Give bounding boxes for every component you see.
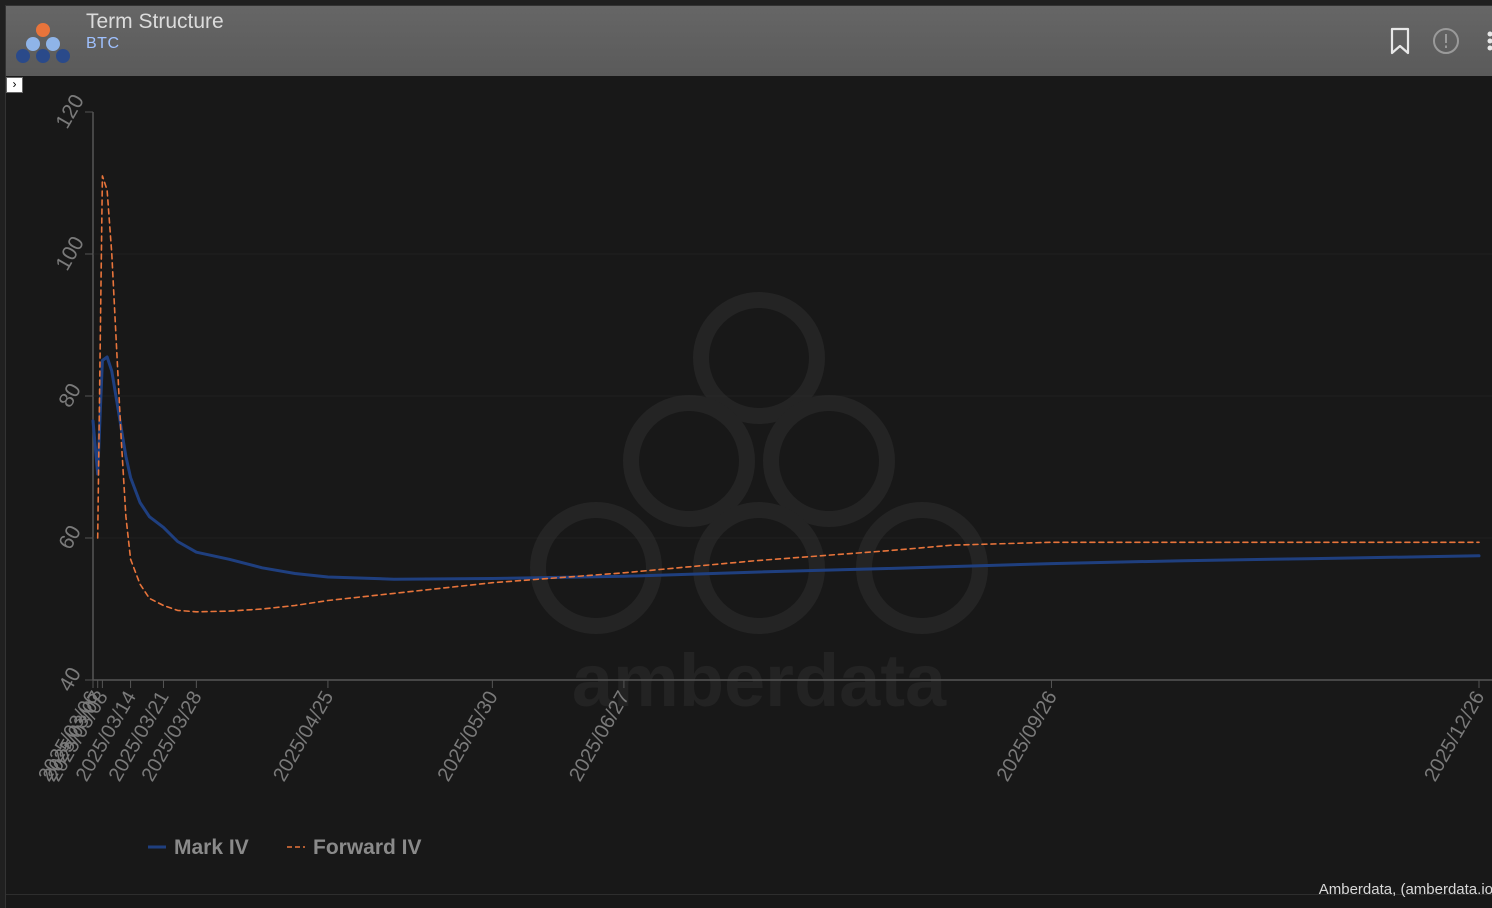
x-tick-label: 2025/05/30 (434, 688, 503, 786)
footer-divider (6, 894, 1492, 895)
x-tick-label: 2025/09/26 (993, 688, 1062, 786)
x-tick-label: 2025/12/26 (1420, 688, 1489, 786)
y-tick-label: 120 (51, 91, 88, 133)
chart-series (93, 176, 1479, 612)
chart-legend: Mark IV Forward IV (148, 836, 422, 859)
term-structure-chart: amberdata 4060801001202025/03/062025/03/… (6, 6, 1492, 896)
x-tick-label: 2025/04/25 (269, 688, 338, 786)
y-tick-label: 40 (54, 664, 86, 696)
y-tick-label: 80 (54, 380, 86, 412)
legend-item-label[interactable]: Mark IV (174, 836, 249, 859)
chart-credit: Amberdata, (amberdata.io) (1319, 881, 1492, 898)
series-line-mark-iv[interactable] (93, 357, 1479, 579)
y-tick-label: 60 (54, 522, 86, 554)
series-line-forward-iv[interactable] (98, 176, 1479, 612)
legend-item-label[interactable]: Forward IV (313, 836, 422, 859)
y-tick-label: 100 (51, 233, 88, 275)
